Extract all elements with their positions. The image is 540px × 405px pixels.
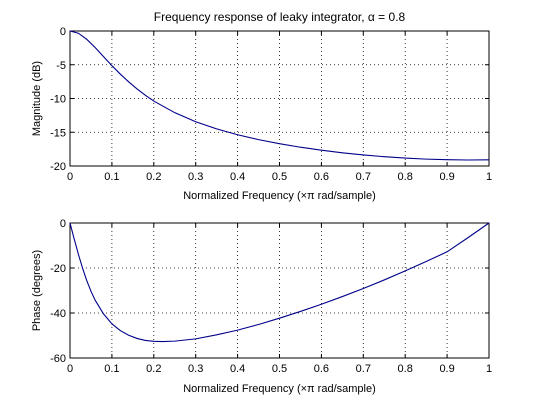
- magnitude-x-tick-label: 0: [67, 171, 73, 183]
- phase-y-tick-label: 0: [60, 218, 66, 230]
- phase-x-tick-label: 0.5: [272, 363, 287, 375]
- phase-x-tick-label: 0.3: [188, 363, 203, 375]
- phase-y-axis-label: Phase (degrees): [31, 250, 43, 331]
- magnitude-x-tick-label: 0.9: [439, 171, 454, 183]
- phase-x-tick-label: 0: [67, 363, 73, 375]
- magnitude-x-tick-label: 0.2: [146, 171, 161, 183]
- magnitude-x-tick-label: 1: [486, 171, 492, 183]
- magnitude-y-tick-label: -10: [50, 94, 66, 106]
- magnitude-x-tick-label: 0.5: [272, 171, 287, 183]
- phase-x-tick-label: 1: [486, 363, 492, 375]
- phase-response-curve: [69, 222, 490, 343]
- phase-x-tick-label: 0.7: [356, 363, 371, 375]
- phase-y-tick-label: -40: [50, 308, 66, 320]
- magnitude-x-tick-label: 0.4: [230, 171, 245, 183]
- phase-x-tick-label: 0.1: [104, 363, 119, 375]
- magnitude-x-tick-label: 0.8: [398, 171, 413, 183]
- phase-y-tick-label: -60: [50, 353, 66, 365]
- phase-x-tick-label: 0.4: [230, 363, 245, 375]
- magnitude-x-tick-label: 0.1: [104, 171, 119, 183]
- magnitude-x-tick-label: 0.6: [314, 171, 329, 183]
- phase-x-tick-label: 0.2: [146, 363, 161, 375]
- magnitude-plot: 0 0.1 0.2 0.3 0.4 0.5 0.6 0.7 0.8 0.9 1 -20 -15 -10 -5…: [31, 10, 492, 202]
- magnitude-y-tick-label: 0: [60, 26, 66, 38]
- phase-x-tick-label: 0.6: [314, 363, 329, 375]
- phase-x-axis-label: Normalized Frequency (×π rad/sample): [183, 383, 376, 395]
- magnitude-plot-title: Frequency response of leaky integrator, …: [154, 10, 406, 24]
- phase-x-tick-label: 0.9: [439, 363, 454, 375]
- phase-x-tick-label: 0.8: [398, 363, 413, 375]
- magnitude-response-curve: [69, 30, 490, 161]
- magnitude-y-axis-label: Magnitude (dB): [31, 61, 43, 136]
- magnitude-y-tick-label: -15: [50, 127, 66, 139]
- magnitude-x-tick-label: 0.3: [188, 171, 203, 183]
- magnitude-y-tick-label: -5: [56, 60, 66, 72]
- phase-plot: 0 0.1 0.2 0.3 0.4 0.5 0.6 0.7 0.8 0.9 1-60-40-200 …: [31, 218, 492, 395]
- magnitude-x-axis-label: Normalized Frequency (×π rad/sample): [183, 190, 376, 202]
- magnitude-x-tick-label: 0.7: [356, 171, 371, 183]
- magnitude-y-tick-label: -20: [50, 161, 66, 173]
- phase-y-tick-label: -20: [50, 263, 66, 275]
